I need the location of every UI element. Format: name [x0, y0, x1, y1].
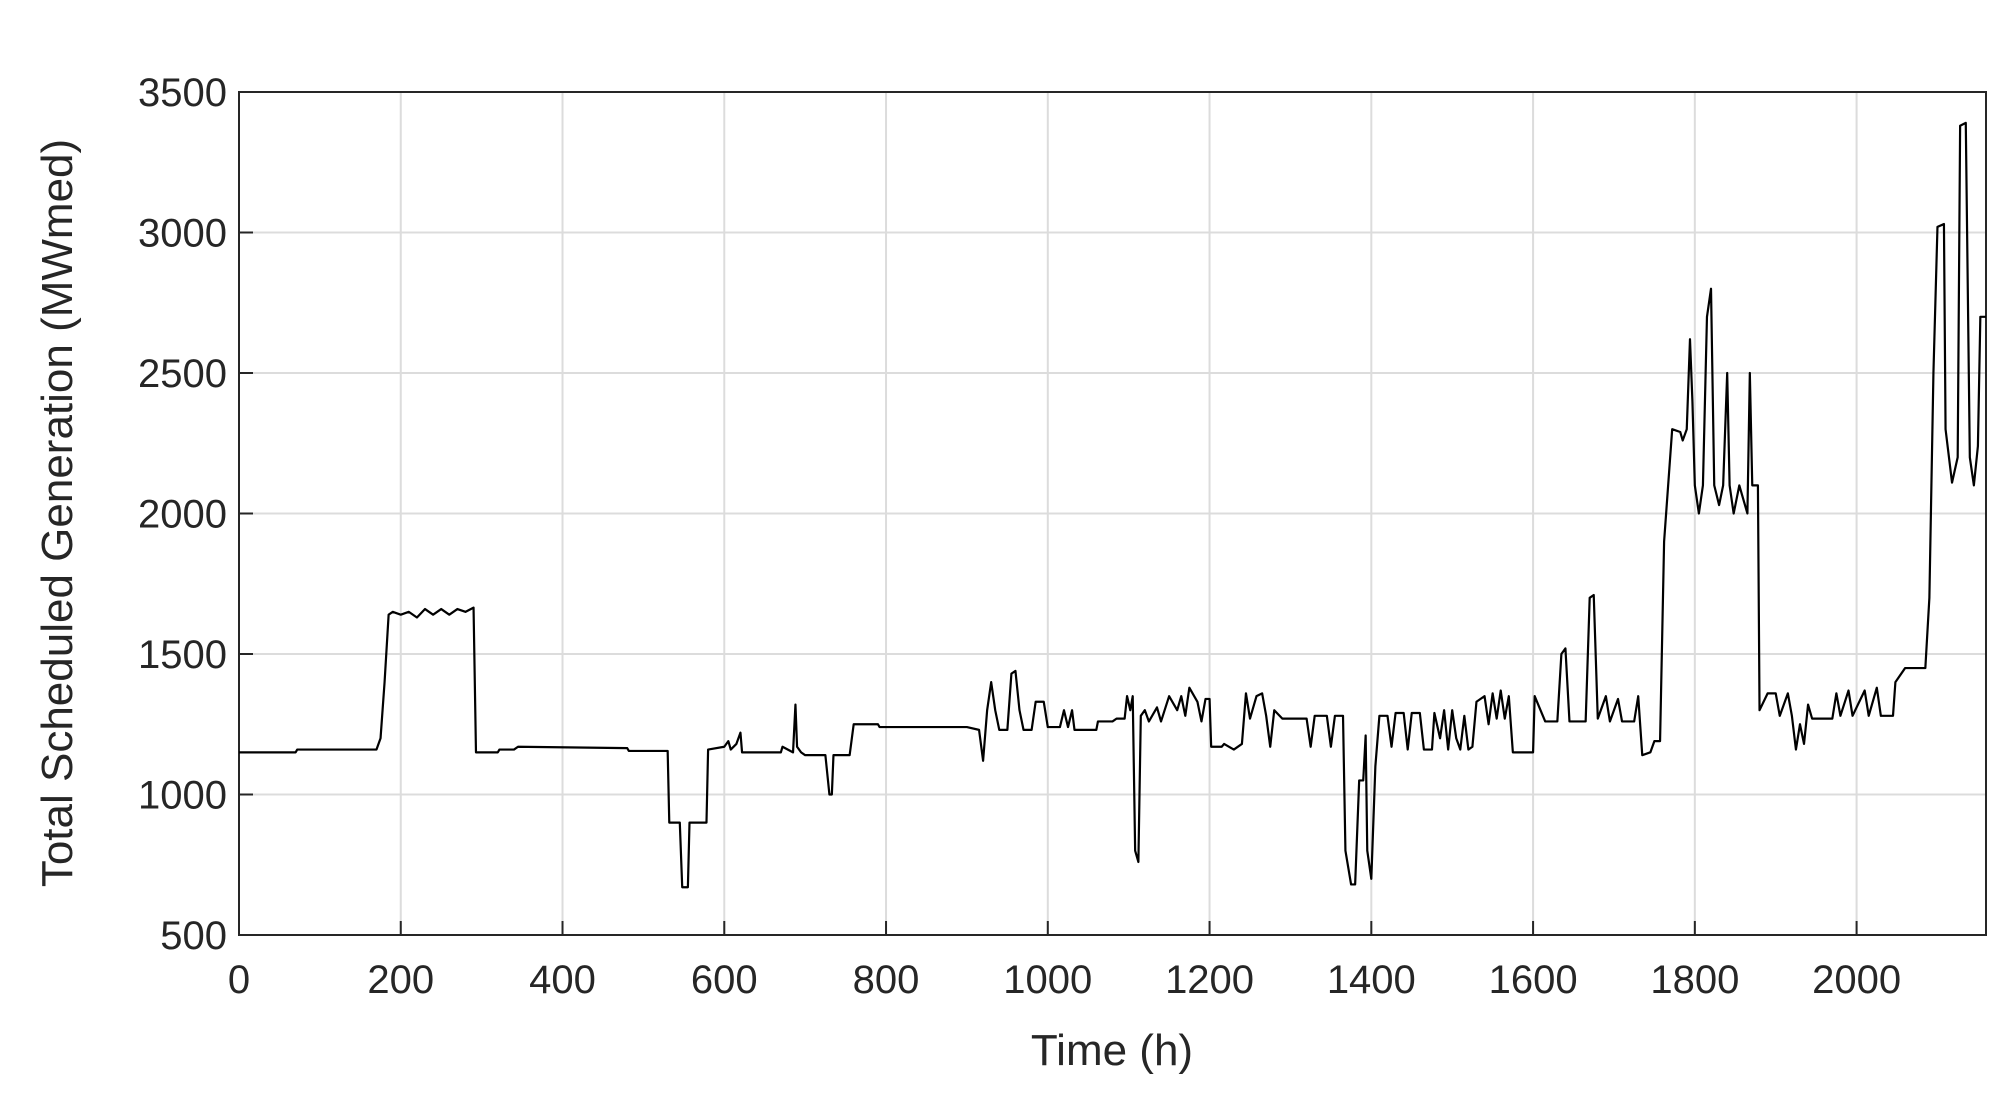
y-tick-label: 2500 [138, 352, 227, 396]
x-tick-label: 1000 [1003, 958, 1092, 1002]
data-line [239, 121, 1986, 889]
x-tick-label: 2000 [1812, 958, 1901, 1002]
y-tick-label: 3000 [138, 212, 227, 256]
y-tick-label: 2000 [138, 493, 227, 537]
plot-frame [238, 91, 1987, 936]
x-tick-label: 400 [529, 958, 596, 1002]
y-axis-label: Total Scheduled Generation (MWmed) [33, 139, 82, 887]
x-tick-label: 1200 [1165, 958, 1254, 1002]
x-tick-label: 1800 [1650, 958, 1739, 1002]
x-tick-label: 200 [367, 958, 434, 1002]
x-tick-label: 0 [228, 958, 250, 1002]
y-tick-label: 1000 [138, 774, 227, 818]
x-tick-label: 1400 [1327, 958, 1416, 1002]
x-tick-label: 600 [691, 958, 758, 1002]
y-tick-label: 500 [160, 914, 227, 958]
y-tick-label: 1500 [138, 633, 227, 677]
x-tick-label: 800 [853, 958, 920, 1002]
y-tick-label: 3500 [138, 71, 227, 115]
x-tick-label: 1600 [1489, 958, 1578, 1002]
x-axis-label: Time (h) [1031, 1026, 1193, 1075]
